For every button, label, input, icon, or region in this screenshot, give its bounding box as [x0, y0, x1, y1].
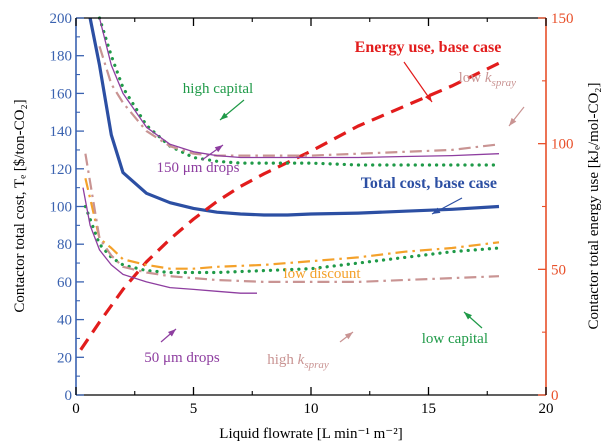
y-tick-label: 80 — [57, 237, 72, 253]
y2-tick-label: 150 — [551, 11, 574, 27]
annotation-arrowhead-lowkspray — [509, 117, 517, 126]
series-low-capital — [83, 204, 501, 275]
annotation-total: Total cost, base case — [361, 175, 497, 192]
y-tick-label: 160 — [50, 86, 73, 102]
y-axis-title: Contactor total cost, Tₑ [$/ton-CO₂] — [12, 99, 28, 312]
y-tick-label: 40 — [57, 313, 72, 329]
annotation-arrowhead-drops150 — [214, 145, 223, 153]
annotation-arrowhead-energy — [424, 93, 432, 102]
curves-layer — [79, 16, 501, 351]
x-tick-label: 20 — [539, 401, 554, 417]
series-50-m-drops — [82, 187, 257, 294]
series-total-cost-base-case — [88, 17, 500, 217]
annotation-energy: Energy use, base case — [355, 39, 502, 56]
y-tick-label: 140 — [50, 124, 73, 140]
annotation-arrowhead-highkspray — [344, 332, 353, 340]
annotation-drops50: 50 μm drops — [144, 350, 220, 366]
annotation-lowdisc: low discount — [283, 266, 361, 282]
y-tick-label: 180 — [50, 49, 73, 65]
y-tick-label: 200 — [50, 11, 73, 27]
y2-tick-label: 100 — [551, 137, 574, 153]
annotations-layer: Energy use, base case high capital low ksp… — [144, 39, 525, 371]
annotation-arrowhead-highcap — [220, 112, 229, 120]
y2-tick-label: 50 — [551, 262, 566, 278]
y2-axis-title: Contactor total energy use [kJₑ/mol-CO₂] — [586, 82, 602, 329]
y-tick-label: 60 — [57, 275, 72, 291]
annotation-arrowhead-drops50 — [167, 329, 176, 337]
series-energy-use-base-case — [79, 61, 500, 351]
annotation-highkspray: high kspray — [267, 352, 329, 371]
y-tick-label: 20 — [57, 350, 72, 366]
series-low-discount — [84, 177, 500, 270]
y2-tick-label: 0 — [551, 388, 559, 404]
annotation-lowcap: low capital — [422, 331, 488, 347]
annotation-drops150: 150 μm drops — [156, 160, 239, 176]
x-axis-title: Liquid flowrate [L min⁻¹ m⁻²] — [219, 426, 402, 442]
annotation-arrowhead-lowcap — [464, 312, 472, 320]
annotation-highcap: high capital — [183, 81, 253, 97]
y-tick-label: 120 — [50, 162, 73, 178]
annotation-arrowhead-total — [432, 207, 441, 214]
series-150-m-drops — [98, 17, 500, 159]
series-high-k-spray — [84, 153, 500, 283]
y-tick-label: 100 — [50, 200, 73, 216]
series-low-k-spray — [98, 45, 500, 157]
annotation-lowkspray: low kspray — [459, 70, 516, 89]
annotation-arrow-energy — [403, 61, 433, 103]
x-tick-label: 15 — [421, 401, 436, 417]
x-tick-label: 10 — [304, 401, 319, 417]
x-tick-label: 5 — [190, 401, 198, 417]
x-tick-label: 0 — [72, 401, 80, 417]
y-tick-label: 0 — [65, 388, 73, 404]
